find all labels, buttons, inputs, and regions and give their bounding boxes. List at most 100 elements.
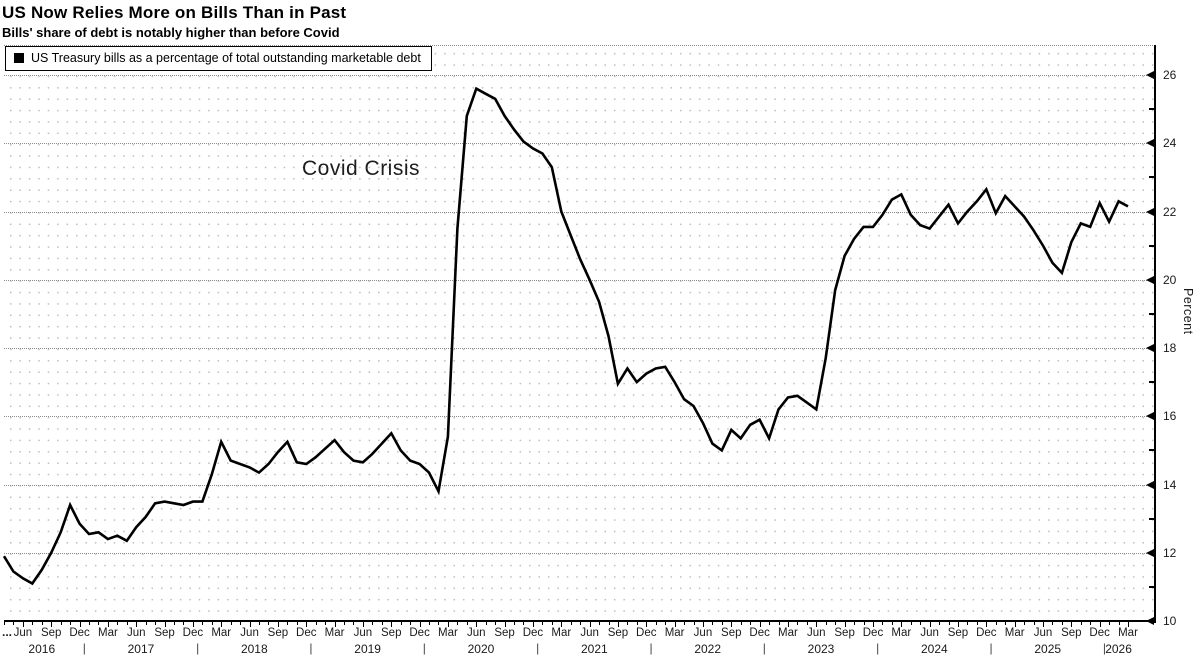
x-quarter-tick <box>816 622 818 627</box>
x-quarter-label: Mar <box>1004 627 1025 639</box>
x-quarter-label: Mar <box>1118 627 1138 639</box>
x-year-label: 2025 <box>1034 642 1062 656</box>
x-month-tick <box>400 622 402 625</box>
x-year-label: 2016 <box>28 642 56 656</box>
x-year-label: 2017 <box>127 642 155 656</box>
gridline <box>4 348 1155 349</box>
x-quarter-tick <box>107 622 109 627</box>
x-quarter-label: Dec <box>69 627 90 639</box>
y-tick-arrow-icon <box>1146 412 1154 421</box>
x-month-tick <box>485 622 487 625</box>
x-month-tick <box>1052 622 1054 625</box>
x-quarter-label: Mar <box>551 627 572 639</box>
x-quarter-label: Jun <box>693 627 713 639</box>
x-month-tick <box>570 622 572 625</box>
y-minor-tick <box>1149 381 1154 384</box>
x-month-tick <box>372 622 374 625</box>
x-month-tick <box>438 622 440 625</box>
x-month-tick <box>70 622 72 625</box>
x-quarter-label: Jun <box>353 627 373 639</box>
y-axis-title: Percent <box>1181 288 1195 335</box>
x-quarter-label: Sep <box>154 627 175 639</box>
x-month-tick <box>693 622 695 625</box>
x-quarter-tick <box>447 622 449 627</box>
y-tick-label: 10 <box>1163 614 1177 628</box>
x-quarter-tick <box>164 622 166 627</box>
x-quarter-label: Jun <box>1033 627 1053 639</box>
x-quarter-label: Mar <box>778 627 798 639</box>
x-month-tick <box>126 622 128 625</box>
x-year-label: 2018 <box>240 642 268 656</box>
x-month-tick <box>995 622 997 625</box>
x-month-tick <box>202 622 204 625</box>
x-year-label: 2022 <box>694 642 722 656</box>
x-month-tick <box>891 622 893 625</box>
x-month-tick <box>721 622 723 625</box>
y-tick-arrow-icon <box>1146 275 1154 284</box>
x-year-separator: | <box>649 641 653 655</box>
x-quarter-tick <box>22 622 24 627</box>
x-quarter-tick <box>759 622 761 627</box>
x-month-tick <box>60 622 62 625</box>
x-year-separator: | <box>82 641 86 655</box>
x-month-tick <box>457 622 459 625</box>
annotation-covid-crisis: Covid Crisis <box>302 157 421 180</box>
x-month-tick <box>296 622 298 625</box>
x-month-tick <box>13 622 15 625</box>
y-tick-label: 12 <box>1163 545 1177 560</box>
y-tick-label: 26 <box>1163 68 1177 82</box>
x-quarter-label: Jun <box>920 627 939 639</box>
x-quarter-tick <box>221 622 223 627</box>
x-quarter-label: Sep <box>947 627 969 639</box>
x-quarter-label: Dec <box>976 627 997 639</box>
x-month-tick <box>551 622 553 625</box>
x-quarter-label: Sep <box>381 627 402 639</box>
x-quarter-tick <box>306 622 308 627</box>
x-quarter-label: Jun <box>126 627 146 639</box>
x-quarter-tick <box>646 622 648 627</box>
x-quarter-tick <box>192 622 194 627</box>
x-quarter-tick <box>249 622 251 627</box>
x-quarter-tick <box>844 622 846 627</box>
y-tick-arrow-icon <box>1146 139 1154 148</box>
x-month-tick <box>920 622 922 625</box>
x-quarter-label: Jun <box>13 627 33 639</box>
x-quarter-label: Sep <box>494 627 515 639</box>
y-minor-tick <box>1149 312 1154 315</box>
x-quarter-label: Mar <box>664 627 685 639</box>
x-quarter-label: Mar <box>97 627 118 639</box>
y-minor-tick <box>1149 176 1154 179</box>
x-quarter-tick <box>561 622 563 627</box>
y-minor-tick <box>1149 449 1154 452</box>
x-year-separator: | <box>876 641 880 655</box>
x-quarter-tick <box>532 622 534 627</box>
x-month-tick <box>1080 622 1082 625</box>
x-quarter-label: Sep <box>267 627 289 639</box>
x-quarter-tick <box>1128 622 1129 627</box>
x-month-tick <box>655 622 657 625</box>
x-quarter-tick <box>419 622 421 627</box>
x-quarter-label: Mar <box>211 627 232 639</box>
x-month-tick <box>268 622 270 625</box>
x-month-tick <box>1061 622 1063 625</box>
x-quarter-tick <box>957 622 959 627</box>
x-month-tick <box>1118 622 1120 625</box>
x-month-tick <box>665 622 667 625</box>
x-quarter-tick <box>334 622 336 627</box>
x-quarter-label: Dec <box>862 627 884 639</box>
y-minor-tick <box>1149 517 1154 520</box>
x-month-tick <box>882 622 884 625</box>
x-month-tick <box>429 622 431 625</box>
x-quarter-label: Jun <box>466 627 486 639</box>
x-month-tick <box>495 622 497 625</box>
x-month-tick <box>32 622 34 625</box>
gridline <box>4 279 1155 281</box>
x-month-tick <box>315 622 317 625</box>
gridline <box>4 211 1155 213</box>
x-year-separator: | <box>1102 641 1106 655</box>
x-quarter-tick <box>589 622 591 627</box>
y-minor-tick <box>1149 585 1154 588</box>
y-tick-arrow-icon <box>1146 480 1154 489</box>
x-quarter-label: Mar <box>324 627 345 639</box>
